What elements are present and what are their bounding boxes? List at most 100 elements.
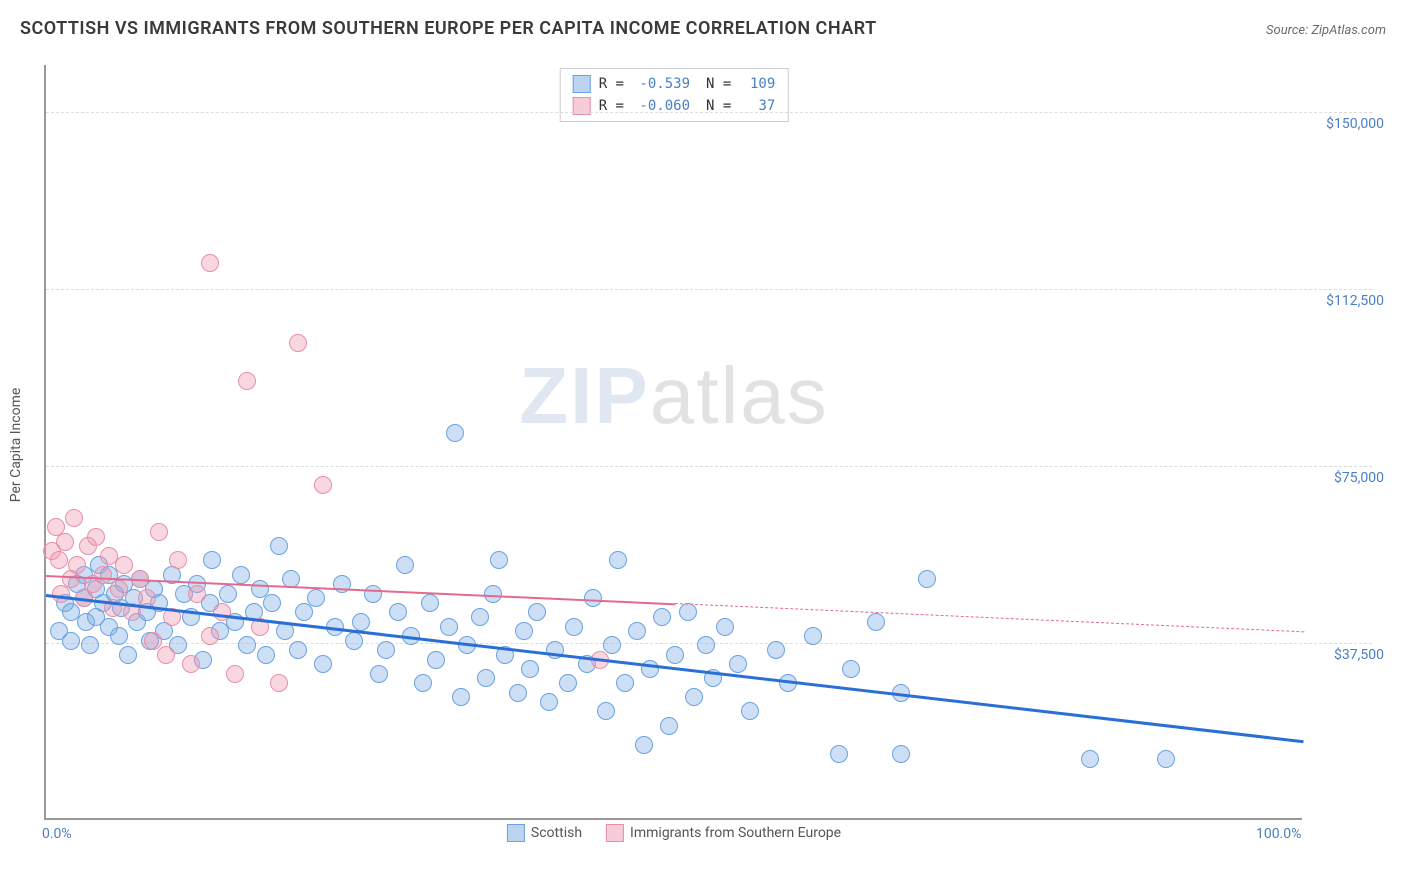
scottish-point [427,651,445,669]
gridline [46,289,1372,290]
scottish-point [238,636,256,654]
scottish-point [421,594,439,612]
scottish-point [635,736,653,754]
scottish-point [892,745,910,763]
y-tick-label: $75,000 [1309,470,1384,486]
scottish-point [830,745,848,763]
southern-europe-point [270,674,288,692]
page-title: SCOTTISH VS IMMIGRANTS FROM SOUTHERN EUR… [20,18,877,39]
legend-item-scottish: Scottish [507,824,582,842]
scottish-point [364,585,382,603]
scottish-point [521,660,539,678]
southern-europe-point [56,533,74,551]
y-tick-label: $150,000 [1309,116,1384,132]
plot-area: ZIPatlas R =-0.539N =109R =-0.060N =37 S… [44,65,1302,820]
southern-europe-point [201,627,219,645]
scottish-point [370,665,388,683]
southern-europe-point [169,551,187,569]
gridline [46,112,1372,113]
scottish-point [697,636,715,654]
southern-europe-point [87,528,105,546]
stats-row-scottish: R =-0.539N =109 [573,73,776,95]
scottish-swatch [573,75,591,93]
gridline [46,466,1372,467]
scottish-point [289,641,307,659]
scottish-point [559,674,577,692]
scottish-point [295,603,313,621]
scottish-point [1081,750,1099,768]
scottish-point [490,551,508,569]
scottish-point [257,646,275,664]
scottish-point [767,641,785,659]
scottish-point [540,693,558,711]
scottish-point [509,684,527,702]
n-value: 109 [739,76,775,92]
scottish-point [609,551,627,569]
scottish-point [119,646,137,664]
scottish-point [666,646,684,664]
stats-legend: R =-0.539N =109R =-0.060N =37 [560,68,789,122]
scottish-point [203,551,221,569]
scottish-point [263,594,281,612]
scottish-point [515,622,533,640]
scottish-point [219,585,237,603]
southern-europe-point [289,334,307,352]
southern-europe-point [182,655,200,673]
scottish-point [471,608,489,626]
watermark-atlas: atlas [650,351,829,440]
southern-europe-point [68,556,86,574]
scottish-point [446,424,464,442]
southern-europe-point [226,665,244,683]
scottish-point [307,589,325,607]
source-attribution: Source: ZipAtlas.com [1266,19,1386,38]
scottish-point [628,622,646,640]
x-tick-label: 100.0% [1256,826,1301,842]
scottish-point [603,636,621,654]
scottish-point [389,603,407,621]
x-tick-label: 0.0% [42,826,72,842]
southern-europe-point [115,556,133,574]
scottish-point [653,608,671,626]
scottish-point [616,674,634,692]
scottish-point [270,537,288,555]
source-name: ZipAtlas.com [1311,23,1386,38]
scottish-point [81,636,99,654]
scottish-point [842,660,860,678]
y-tick-label: $37,500 [1309,647,1384,663]
southern-europe-point [150,523,168,541]
scottish-point [867,613,885,631]
scottish-point [716,618,734,636]
scottish-point [528,603,546,621]
scottish-point [414,674,432,692]
scottish-point [804,627,822,645]
southern-europe-point [188,585,206,603]
n-label: N = [706,76,731,92]
southern-europe-point [94,566,112,584]
scottish-point [352,613,370,631]
southern-europe-point [314,476,332,494]
correlation-chart: Per Capita Income ZIPatlas R =-0.539N =1… [44,50,1384,840]
scottish-point [232,566,250,584]
scottish-point [377,641,395,659]
series-legend: Scottish Immigrants from Southern Europe [507,824,841,842]
source-prefix: Source: [1266,23,1311,38]
scottish-point [110,627,128,645]
scottish-point [597,702,615,720]
southern-europe-point [110,580,128,598]
scottish-point [660,717,678,735]
scottish-point [62,632,80,650]
southern-europe-point [65,509,83,527]
scottish-point [452,688,470,706]
scottish-point [484,585,502,603]
southern-europe-point [213,603,231,621]
scottish-point [685,688,703,706]
r-value: -0.539 [632,76,690,92]
watermark: ZIPatlas [519,350,828,442]
scottish-swatch [507,824,525,842]
y-axis-label: Per Capita Income [8,388,24,503]
scottish-point [440,618,458,636]
scottish-point [396,556,414,574]
scottish-point [741,702,759,720]
legend-item-southern-europe: Immigrants from Southern Europe [606,824,841,842]
southern-europe-point [157,646,175,664]
